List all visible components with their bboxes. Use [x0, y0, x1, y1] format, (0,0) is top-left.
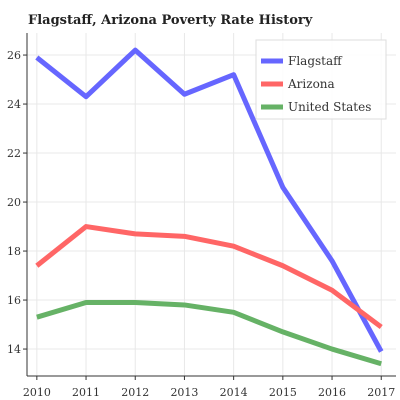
x-tick-label: 2014 [220, 386, 248, 399]
y-tick-label: 22 [7, 147, 21, 160]
series-line-united-states [36, 300, 382, 367]
axes: 14 16 18 20 22 24 26 2010 2011 2012 2013 2014 2015 20… [7, 33, 396, 399]
grid [27, 33, 396, 376]
legend-label-arizona: Arizona [287, 77, 335, 91]
series-lines [35, 47, 384, 367]
x-tick-label: 2012 [121, 386, 149, 399]
x-tick-label: 2013 [170, 386, 198, 399]
y-tick-label: 24 [7, 98, 21, 111]
legend: Flagstaff Arizona United States [255, 39, 387, 120]
y-tick-label: 18 [7, 245, 21, 258]
y-tick-label: 20 [7, 196, 21, 209]
y-tick-label: 14 [7, 343, 21, 356]
series-line-flagstaff [35, 47, 384, 353]
x-tick-label: 2016 [318, 386, 346, 399]
x-tick-label: 2011 [72, 386, 100, 399]
series-line-arizona [35, 224, 383, 330]
chart-title: Flagstaff, Arizona Poverty Rate History [28, 13, 313, 28]
x-tick-label: 2010 [23, 386, 51, 399]
x-tick-label: 2017 [367, 386, 395, 399]
y-tick-label: 26 [7, 49, 21, 62]
x-tick-label: 2015 [269, 386, 297, 399]
legend-label-flagstaff: Flagstaff [288, 54, 343, 68]
y-tick-label: 16 [7, 294, 21, 307]
legend-label-united-states: United States [288, 100, 371, 114]
